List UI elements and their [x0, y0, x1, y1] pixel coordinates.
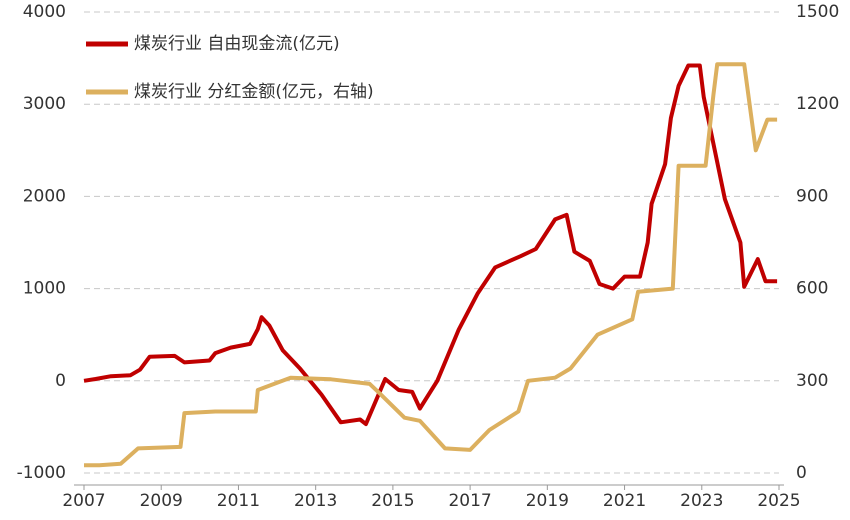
x-tick-label: 2023 [680, 491, 723, 511]
legend-label: 煤炭行业 自由现金流(亿元) [134, 34, 340, 54]
y-tick-label: 1000 [23, 279, 66, 299]
y-tick-label: 2000 [23, 186, 66, 206]
x-tick-label: 2015 [371, 491, 414, 511]
y2-tick-label: 600 [796, 279, 828, 299]
y-tick-label: 3000 [23, 94, 66, 114]
y2-tick-label: 1200 [796, 94, 839, 114]
y-tick-label: -1000 [17, 463, 66, 483]
x-tick-label: 2025 [757, 491, 800, 511]
x-tick-label: 2011 [217, 491, 260, 511]
y2-tick-label: 900 [796, 186, 828, 206]
x-tick-label: 2007 [62, 491, 105, 511]
y-tick-label: 0 [55, 371, 66, 391]
x-tick-label: 2017 [448, 491, 491, 511]
x-tick-label: 2019 [526, 491, 569, 511]
series-line [83, 63, 778, 427]
series-line [84, 62, 778, 468]
y2-tick-label: 300 [796, 371, 828, 391]
y-tick-label: 4000 [23, 2, 66, 22]
y2-tick-label: 1500 [796, 2, 839, 22]
legend-label: 煤炭行业 分红金额(亿元，右轴) [134, 82, 374, 102]
x-tick-label: 2021 [603, 491, 646, 511]
x-tick-label: 2009 [140, 491, 183, 511]
x-tick-label: 2013 [294, 491, 337, 511]
y2-tick-label: 0 [796, 463, 807, 483]
